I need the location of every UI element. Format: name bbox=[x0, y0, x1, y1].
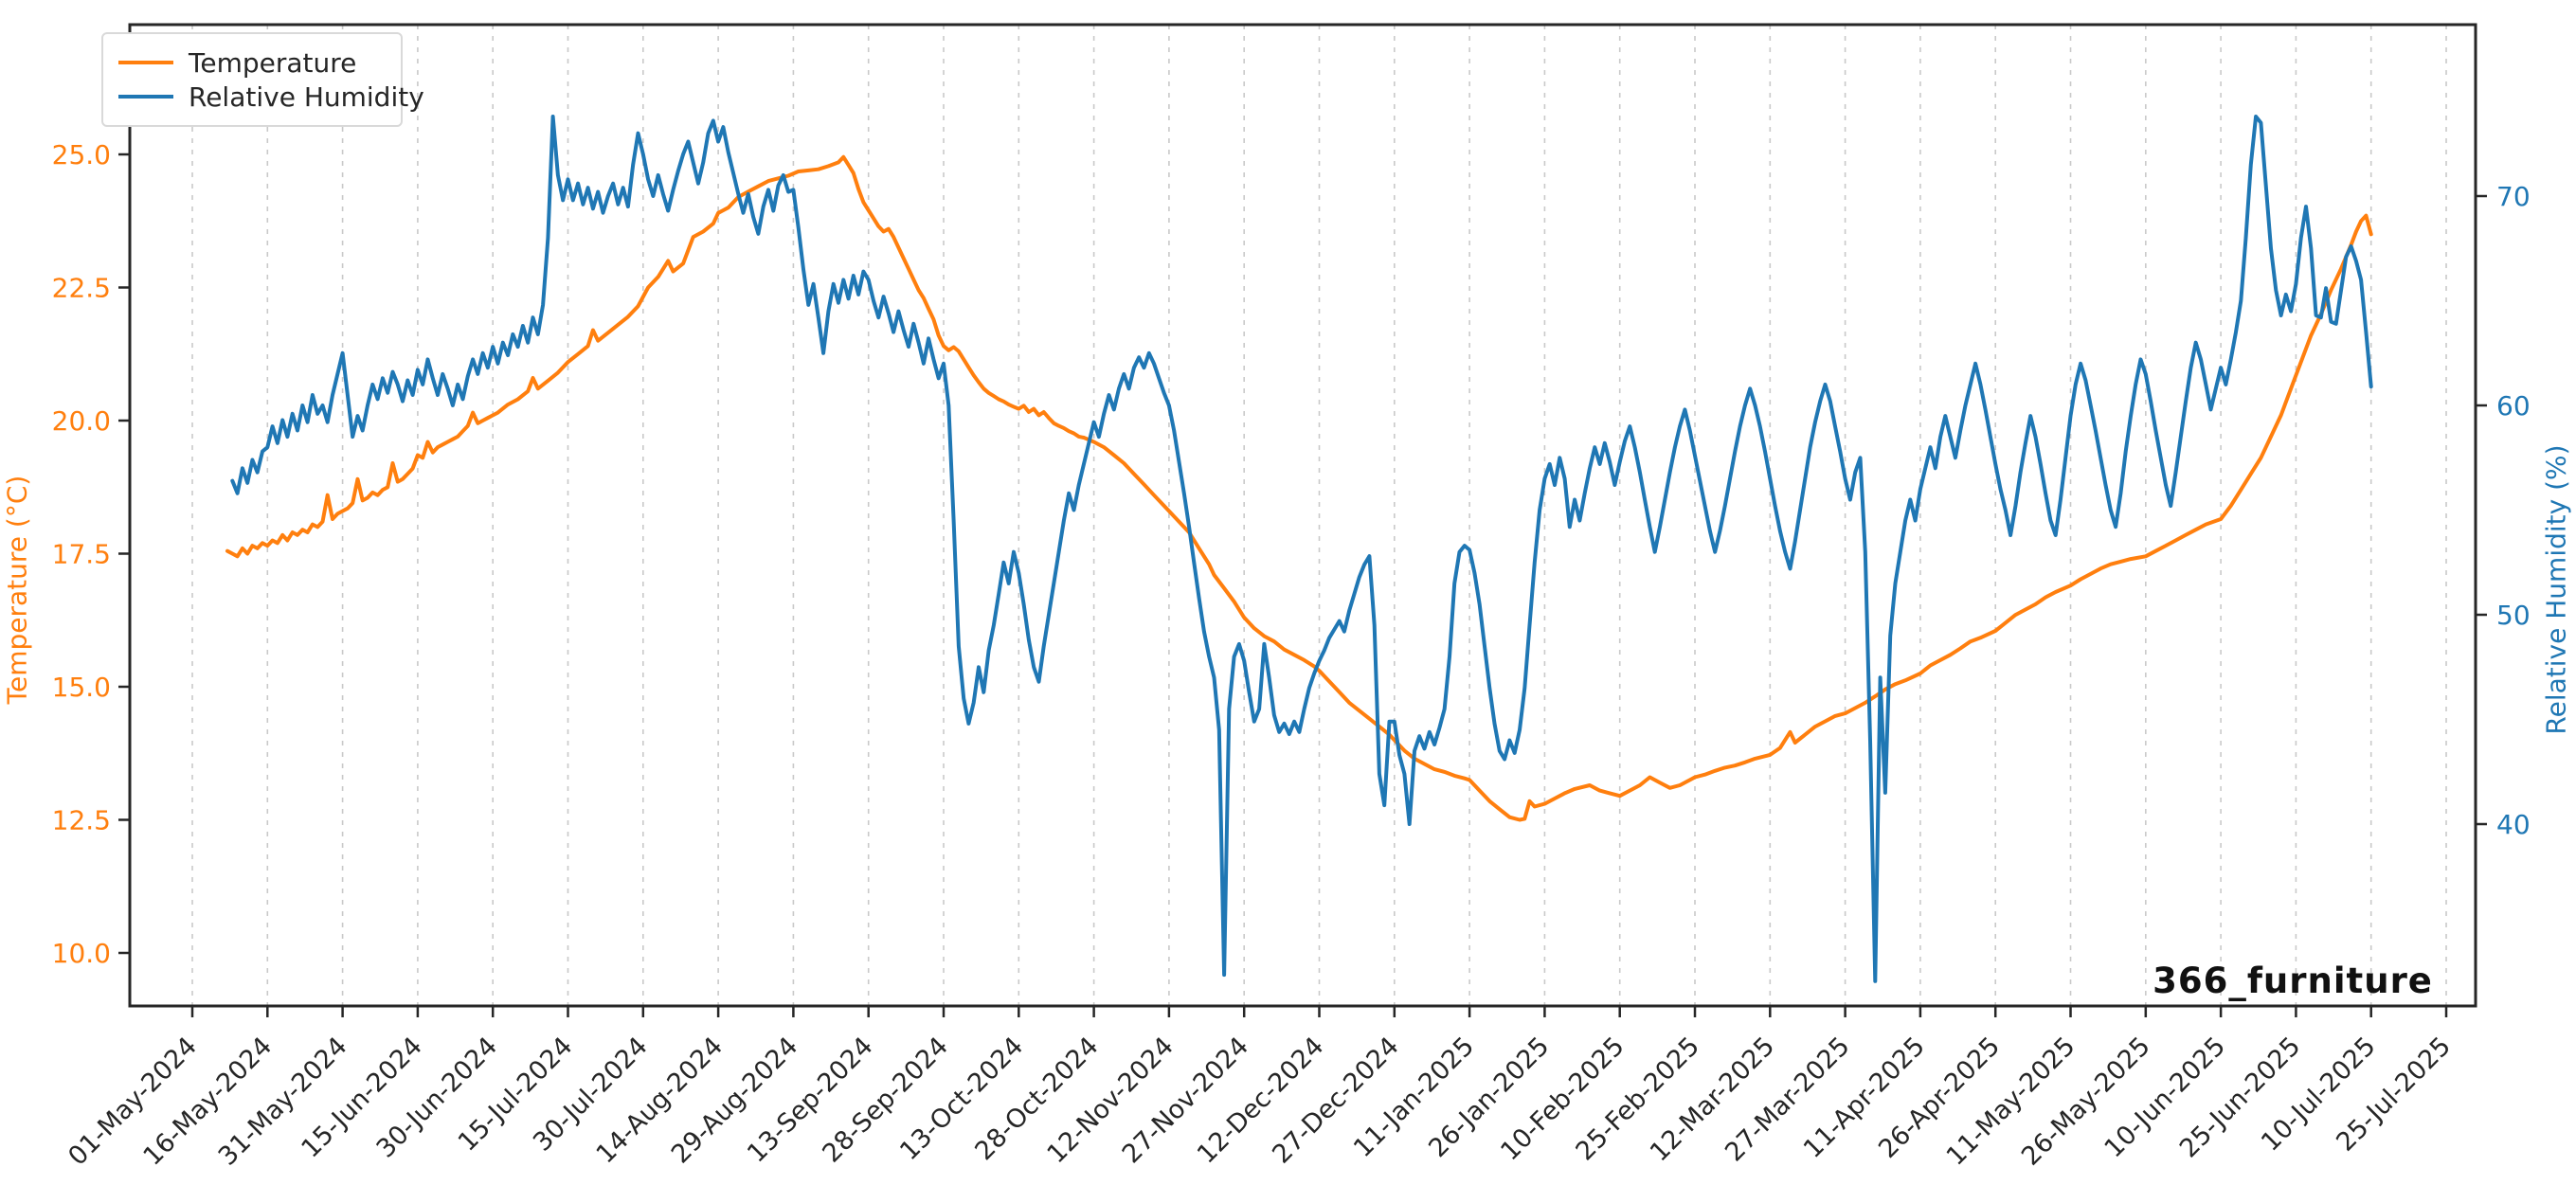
legend-item-relative-humidity: Relative Humidity bbox=[118, 80, 424, 114]
dataset-label: 366_furniture bbox=[2153, 961, 2433, 1001]
right-tick-label-0: 70 bbox=[2496, 181, 2531, 212]
humidity-line-swatch bbox=[118, 95, 173, 99]
legend: Temperature Relative Humidity bbox=[101, 32, 424, 127]
right-tick-label-1: 60 bbox=[2496, 390, 2531, 422]
left-tick-label-5: 12.5 bbox=[52, 805, 111, 836]
right-axis-title: Relative Humidity (%) bbox=[2540, 444, 2572, 735]
left-tick-label-6: 10.0 bbox=[52, 938, 111, 969]
left-tick-label-2: 20.0 bbox=[52, 405, 111, 437]
x-tick-label-25: 11-May-2025 bbox=[1941, 1032, 2081, 1172]
plot-border bbox=[128, 23, 2477, 1008]
left-tick-label-3: 17.5 bbox=[52, 539, 111, 570]
left-tick-label-1: 22.5 bbox=[52, 273, 111, 304]
series-line-relative-humidity bbox=[230, 115, 2373, 983]
series-line-temperature bbox=[225, 154, 2373, 822]
x-tick-label-0: 01-May-2024 bbox=[63, 1032, 203, 1172]
right-tick-label-2: 50 bbox=[2496, 600, 2531, 631]
left-tick-label-4: 15.0 bbox=[52, 672, 111, 703]
right-tick-label-3: 40 bbox=[2496, 809, 2531, 840]
x-tick-label-1: 16-May-2024 bbox=[138, 1032, 279, 1172]
x-tick-label-26: 26-May-2025 bbox=[2016, 1032, 2156, 1172]
left-tick-label-0: 25.0 bbox=[52, 139, 111, 171]
legend-item-temperature: Temperature bbox=[118, 45, 384, 80]
x-tick-label-2: 31-May-2024 bbox=[213, 1032, 353, 1172]
temperature-line-swatch bbox=[118, 61, 173, 64]
legend-label-temperature: Temperature bbox=[189, 46, 357, 79]
left-axis-title: Temperature (°C) bbox=[1, 475, 33, 705]
legend-label-relative-humidity: Relative Humidity bbox=[189, 81, 424, 113]
